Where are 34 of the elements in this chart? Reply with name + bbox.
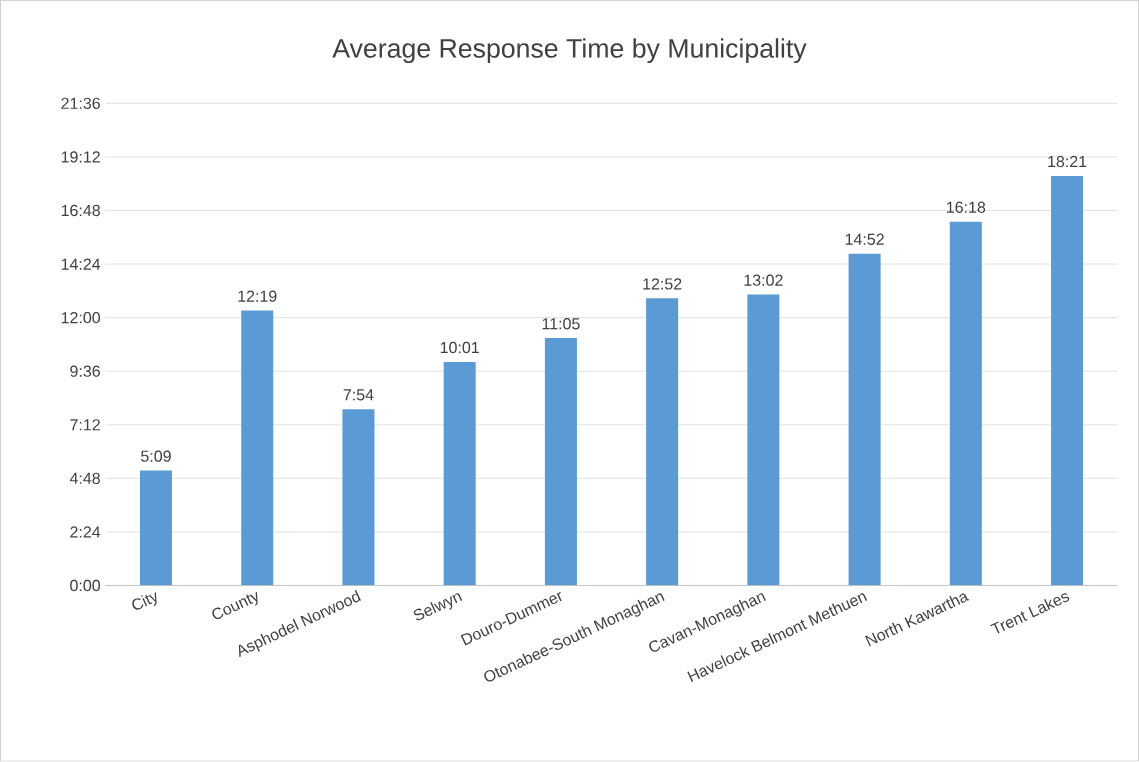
y-tick-label: 0:00 — [70, 580, 101, 592]
x-tick-label: City — [132, 592, 157, 610]
bar — [241, 310, 274, 586]
x-tick-label: County — [212, 592, 258, 620]
y-tick-label: 14:24 — [61, 258, 101, 270]
bar — [139, 470, 172, 586]
data-label: 5:09 — [141, 450, 171, 463]
y-tick-label: 21:36 — [61, 97, 100, 110]
data-label: 12:52 — [643, 278, 682, 290]
data-label: 12:19 — [238, 290, 277, 303]
bar — [949, 221, 982, 586]
y-tick-label: 19:12 — [61, 151, 100, 163]
bar — [544, 338, 577, 586]
data-label: 7:54 — [343, 389, 374, 401]
data-label: 18:21 — [1048, 156, 1087, 168]
y-tick-label: 7:12 — [70, 419, 100, 431]
bar — [646, 298, 679, 586]
y-tick-label: 12:00 — [61, 312, 101, 324]
chart-title: Average Response Time by Municipality — [332, 38, 807, 64]
data-label: 16:18 — [947, 201, 986, 214]
bar — [342, 409, 375, 586]
bar — [848, 253, 881, 586]
y-tick-label: 4:48 — [69, 472, 100, 485]
bar — [443, 362, 476, 586]
bar — [1051, 176, 1084, 586]
data-label: 10:01 — [440, 342, 479, 354]
data-label: 11:05 — [542, 318, 580, 330]
data-label: 13:02 — [744, 274, 783, 287]
y-tick-label: 2:24 — [70, 526, 101, 538]
y-tick-label: 16:48 — [61, 205, 100, 217]
x-tick-label: Trent Lakes — [990, 593, 1070, 634]
bar — [747, 294, 780, 586]
y-tick-label: 9:36 — [70, 365, 100, 378]
data-label: 14:52 — [845, 233, 884, 246]
